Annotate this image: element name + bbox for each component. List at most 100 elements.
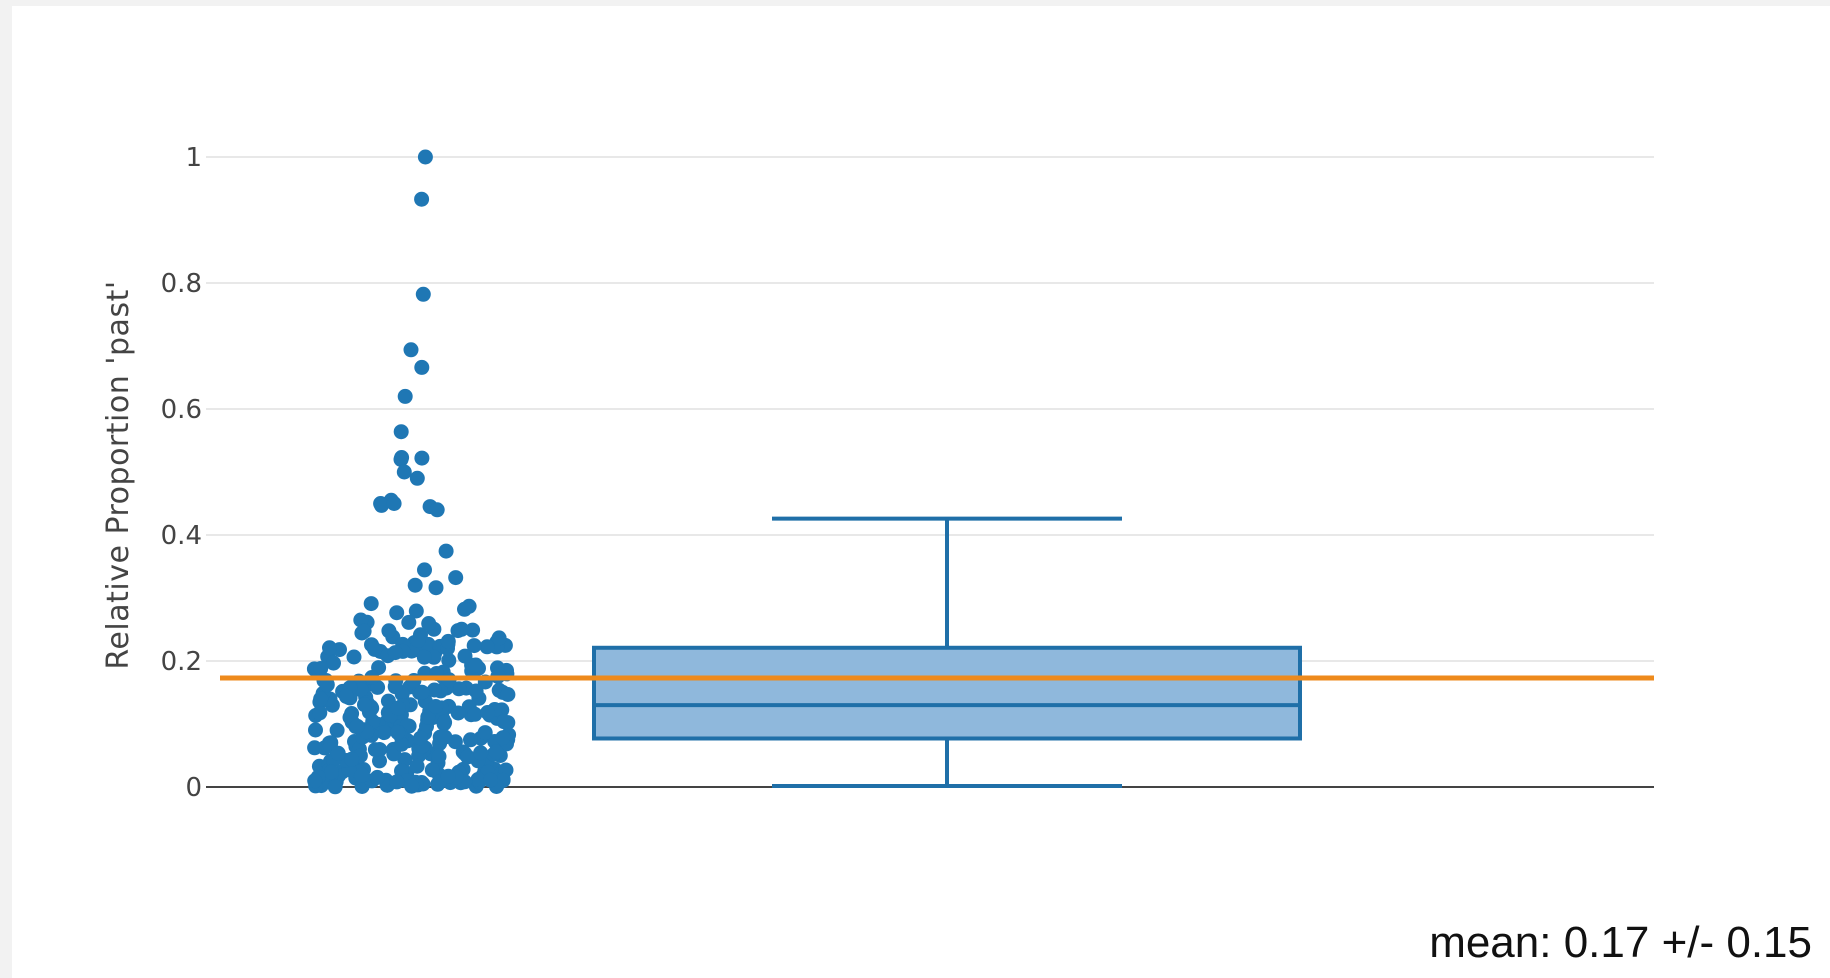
data-point <box>477 725 493 741</box>
data-point <box>312 705 328 721</box>
data-point <box>417 149 433 165</box>
data-point <box>467 706 483 722</box>
data-point <box>390 724 406 740</box>
data-point <box>431 748 447 764</box>
data-point <box>496 714 512 730</box>
data-point <box>448 570 464 586</box>
data-point <box>407 577 423 593</box>
data-point <box>327 779 343 795</box>
data-point <box>424 762 440 778</box>
data-point <box>349 718 365 734</box>
data-point <box>376 725 392 741</box>
data-point <box>354 767 370 783</box>
data-point <box>396 464 412 480</box>
data-point <box>394 736 409 752</box>
data-point <box>495 730 511 746</box>
data-point <box>437 729 453 745</box>
data-point <box>401 614 417 630</box>
data-point <box>428 699 444 714</box>
data-point <box>397 752 413 768</box>
data-point <box>344 751 360 767</box>
data-point <box>414 684 430 700</box>
data-point <box>374 497 389 513</box>
data-point <box>468 657 484 673</box>
data-point <box>470 772 486 787</box>
data-point <box>307 740 323 756</box>
data-point <box>389 605 405 621</box>
data-point <box>313 691 329 707</box>
data-point <box>426 682 442 698</box>
data-point <box>437 714 453 730</box>
box-plot <box>592 516 1302 788</box>
data-point <box>421 616 437 631</box>
data-point <box>403 342 419 358</box>
data-point <box>438 543 454 559</box>
data-points <box>306 149 517 795</box>
data-point <box>369 769 385 785</box>
data-point <box>363 596 379 612</box>
data-point <box>404 778 420 794</box>
data-point <box>420 709 436 725</box>
data-point <box>465 622 481 638</box>
data-point <box>408 603 424 619</box>
data-point <box>441 652 457 668</box>
data-point <box>416 649 432 665</box>
data-point <box>313 661 329 676</box>
data-point <box>466 638 482 654</box>
data-point <box>387 679 403 695</box>
y-tick-labels: 0 0.2 0.4 0.6 0.8 1 <box>161 143 202 803</box>
data-point <box>372 753 387 769</box>
data-point <box>410 632 426 648</box>
data-point <box>322 640 337 656</box>
y-axis-title: Relative Proportion 'past' <box>101 280 136 669</box>
data-point <box>468 683 484 699</box>
data-point <box>440 633 456 649</box>
data-point <box>390 700 406 716</box>
data-point <box>323 764 339 780</box>
data-point <box>463 732 478 748</box>
data-point <box>367 641 383 657</box>
data-point <box>417 562 432 578</box>
data-point <box>409 470 425 486</box>
data-point <box>440 768 456 784</box>
data-point <box>389 774 405 790</box>
data-point <box>393 424 409 440</box>
data-point <box>414 450 430 466</box>
data-point <box>500 687 516 702</box>
data-point <box>450 705 466 721</box>
data-point <box>414 191 430 207</box>
data-point <box>414 359 430 375</box>
data-point <box>367 742 383 758</box>
data-point <box>346 649 362 665</box>
data-point <box>356 623 372 639</box>
data-point <box>473 745 489 761</box>
data-point <box>386 496 402 511</box>
data-point <box>460 749 476 765</box>
data-point <box>353 612 369 628</box>
data-point <box>319 677 335 693</box>
y-tick-label: 0.6 <box>161 395 202 425</box>
data-point <box>381 623 397 639</box>
data-point <box>488 744 504 760</box>
data-point <box>479 639 495 655</box>
data-point <box>393 451 409 467</box>
interquartile-box <box>592 645 1302 741</box>
data-point <box>457 648 473 664</box>
data-point <box>409 758 425 774</box>
mean-annotation: mean: 0.17 +/- 0.15 <box>1429 918 1812 967</box>
data-point <box>307 773 323 789</box>
y-tick-label: 0.8 <box>161 269 202 299</box>
data-point <box>413 730 429 746</box>
y-tick-label: 1 <box>185 143 202 173</box>
data-point <box>428 580 444 596</box>
data-point <box>415 286 431 302</box>
y-tick-label: 0.2 <box>161 647 202 677</box>
box-plot-chart: 0 0.2 0.4 0.6 0.8 1 Relative Proportion 'past… <box>101 143 1654 803</box>
data-point <box>454 621 470 637</box>
data-point <box>329 722 345 738</box>
data-point <box>338 688 354 704</box>
data-point <box>451 681 467 697</box>
data-point <box>429 502 445 518</box>
data-point <box>457 601 472 617</box>
data-point <box>491 630 507 646</box>
